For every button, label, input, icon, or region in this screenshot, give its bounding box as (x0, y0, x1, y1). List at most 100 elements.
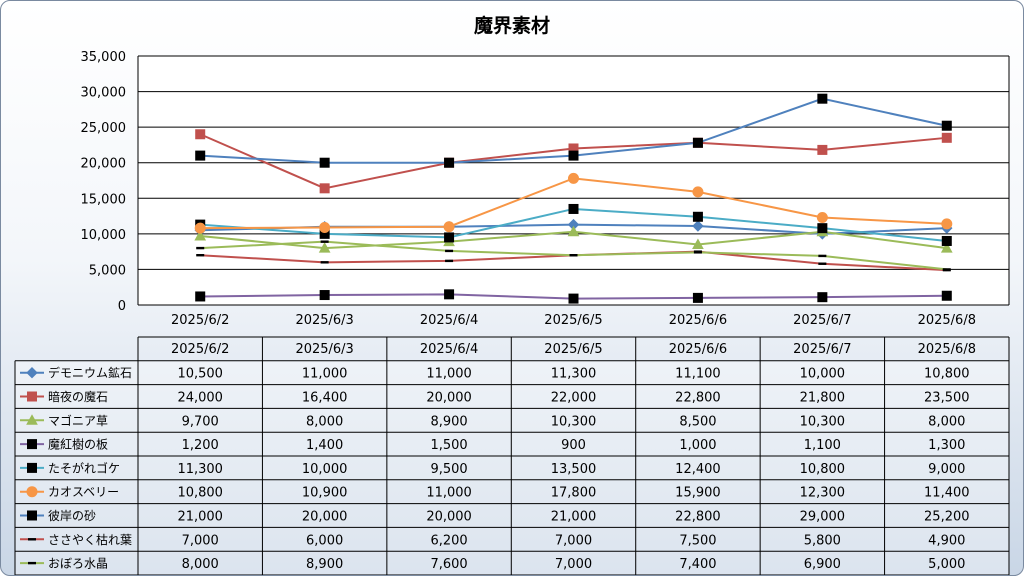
table-cell: 24,000 (177, 391, 223, 406)
data-point (444, 289, 455, 300)
table-cell: 5,800 (804, 533, 841, 548)
data-point (818, 262, 827, 265)
table-cell: 900 (561, 438, 586, 453)
table-series-name: ささやく枯れ葉 (48, 532, 132, 547)
table-header-cell: 2025/6/4 (420, 342, 478, 357)
y-tick-label: 20,000 (81, 157, 127, 172)
table-series-name: たそがれゴケ (48, 460, 120, 475)
table-body (15, 360, 1009, 575)
x-tick-label: 2025/6/5 (544, 313, 602, 328)
table-cell: 11,000 (426, 486, 472, 501)
legend-key-marker (26, 486, 38, 498)
legend-key-marker (27, 510, 37, 521)
data-point (569, 254, 578, 257)
data-point (196, 254, 205, 257)
table-cell: 7,000 (182, 533, 219, 548)
table-cell: 8,900 (430, 414, 467, 429)
table-cell: 11,000 (302, 367, 348, 382)
table-cell: 10,000 (302, 462, 348, 477)
table-cell: 7,400 (679, 557, 716, 572)
table-cell: 6,200 (430, 533, 467, 548)
y-axis: 0 5,000 10,000 15,000 20,000 25,000 30,000 35,0… (81, 50, 1010, 314)
table-cell: 1,200 (182, 438, 219, 453)
table-cell: 25,200 (924, 510, 970, 525)
table-series-name: 魔紅樹の板 (48, 437, 108, 452)
y-tick-label: 0 (118, 299, 126, 314)
table-cell: 11,000 (426, 367, 472, 382)
legend-key-marker (28, 538, 36, 541)
table-cell: 12,400 (675, 462, 721, 477)
x-tick-label: 2025/6/2 (171, 313, 229, 328)
table-cell: 11,300 (551, 367, 597, 382)
legend-key-marker (26, 414, 38, 425)
table-cell: 12,300 (800, 486, 846, 501)
data-table: 2025/6/2 2025/6/3 2025/6/4 2025/6/5 2025/6/6… (14, 336, 1010, 575)
table-header-cell: 2025/6/2 (171, 342, 229, 357)
table-header-cell: 2025/6/5 (544, 342, 602, 357)
table-header-cell: 2025/6/8 (918, 342, 976, 357)
table-cell: 7,000 (555, 533, 592, 548)
table-cell: 11,300 (177, 462, 223, 477)
table-cell: 7,000 (555, 557, 592, 572)
table-cell: 22,000 (551, 391, 597, 406)
data-point (941, 132, 952, 143)
y-tick-label: 5,000 (89, 263, 126, 278)
legend-key-marker (27, 391, 37, 402)
data-point (817, 292, 828, 303)
data-point (445, 259, 454, 263)
table-cell: 1,400 (306, 438, 343, 453)
table-cell: 8,500 (679, 414, 716, 429)
table-cell: 9,000 (928, 462, 965, 477)
table-cell: 23,500 (924, 391, 970, 406)
data-point (817, 144, 828, 155)
table-cell: 8,000 (306, 414, 343, 429)
table-series-name: 彼岸の砂 (48, 509, 96, 523)
table-cell: 10,800 (924, 367, 970, 382)
data-point (194, 229, 207, 241)
series-markers (194, 93, 953, 304)
data-point (195, 291, 206, 302)
table-cell: 10,300 (800, 414, 846, 429)
x-tick-label: 2025/6/8 (918, 313, 976, 328)
table-cell: 20,000 (302, 510, 348, 525)
table-cell: 10,800 (800, 462, 846, 477)
data-point (941, 290, 952, 301)
chart-title: 魔界素材 (474, 14, 550, 37)
x-tick-label: 2025/6/7 (793, 313, 851, 328)
data-point (692, 211, 703, 222)
table-header-cell: 2025/6/6 (669, 342, 727, 357)
data-point (693, 251, 702, 254)
table-cell: 10,000 (800, 367, 846, 382)
data-point (568, 150, 579, 161)
data-point (443, 221, 455, 233)
table-cell: 1,000 (679, 438, 716, 453)
table-cell: 1,300 (928, 438, 965, 453)
table-cell: 11,100 (675, 367, 721, 382)
table-cell: 21,800 (800, 391, 846, 406)
table-cell: 22,800 (675, 391, 721, 406)
data-point (568, 172, 579, 184)
legend-key-marker (26, 366, 38, 379)
table-series-name: おぼろ水晶 (48, 557, 108, 571)
table-cell: 8,900 (306, 557, 343, 572)
data-point (941, 235, 952, 246)
table-cell: 20,000 (426, 510, 472, 525)
data-point (941, 218, 953, 230)
data-point (567, 225, 580, 237)
legend-key-marker (27, 439, 37, 450)
table-cell: 9,500 (430, 462, 467, 477)
data-point (319, 183, 330, 194)
data-point (445, 249, 454, 253)
x-tick-label: 2025/6/4 (420, 313, 478, 328)
table-cell: 10,500 (177, 367, 223, 382)
table-cell: 5,000 (928, 557, 965, 572)
y-tick-label: 15,000 (81, 192, 127, 207)
data-point (692, 238, 704, 250)
table-series-name: カオスベリー (48, 485, 119, 499)
table-header-cell: 2025/6/3 (295, 342, 353, 357)
data-point (817, 223, 828, 234)
table-cell: 17,800 (551, 486, 597, 501)
data-point (195, 150, 206, 161)
data-point (568, 203, 579, 214)
